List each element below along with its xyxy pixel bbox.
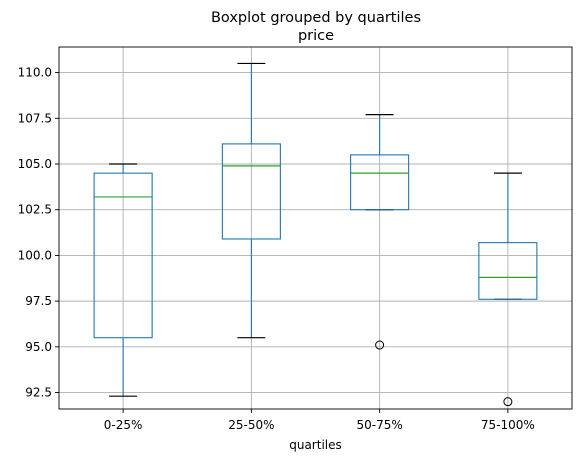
- y-tick-label: 107.5: [18, 111, 52, 125]
- boxes: [93, 62, 538, 407]
- y-tick-label: 95.0: [25, 340, 52, 354]
- iqr-box: [93, 172, 153, 339]
- box-50-75%: [350, 114, 410, 350]
- plot-frame: [58, 46, 573, 410]
- box-0-25%: [93, 163, 153, 397]
- box-25-50%: [221, 62, 281, 339]
- iqr-box: [221, 143, 281, 240]
- x-tick-label: 50-75%: [356, 418, 402, 432]
- outlier-point: [375, 340, 385, 350]
- iqr-box: [350, 154, 410, 211]
- x-tick-label: 75-100%: [481, 418, 535, 432]
- x-tick-label: 0-25%: [104, 418, 143, 432]
- y-tick-label: 110.0: [18, 66, 52, 80]
- box-75-100%: [478, 172, 538, 407]
- chart-subtitle: price: [298, 28, 334, 44]
- y-tick-label: 92.5: [25, 386, 52, 400]
- y-tick-label: 102.5: [18, 203, 52, 217]
- y-tick-label: 97.5: [25, 294, 52, 308]
- y-tick-label: 105.0: [18, 157, 52, 171]
- chart-title: Boxplot grouped by quartiles: [211, 10, 421, 26]
- outlier-point: [503, 397, 513, 407]
- y-tick-label: 100.0: [18, 248, 52, 262]
- grid-lines: [59, 47, 572, 409]
- x-tick-label: 25-50%: [228, 418, 274, 432]
- iqr-box: [478, 242, 538, 300]
- x-axis-label: quartiles: [289, 438, 342, 452]
- ticks: 92.5 95.0 97.5 100.0 102.5 105.0 107.5 110.0 0-2…: [18, 66, 535, 432]
